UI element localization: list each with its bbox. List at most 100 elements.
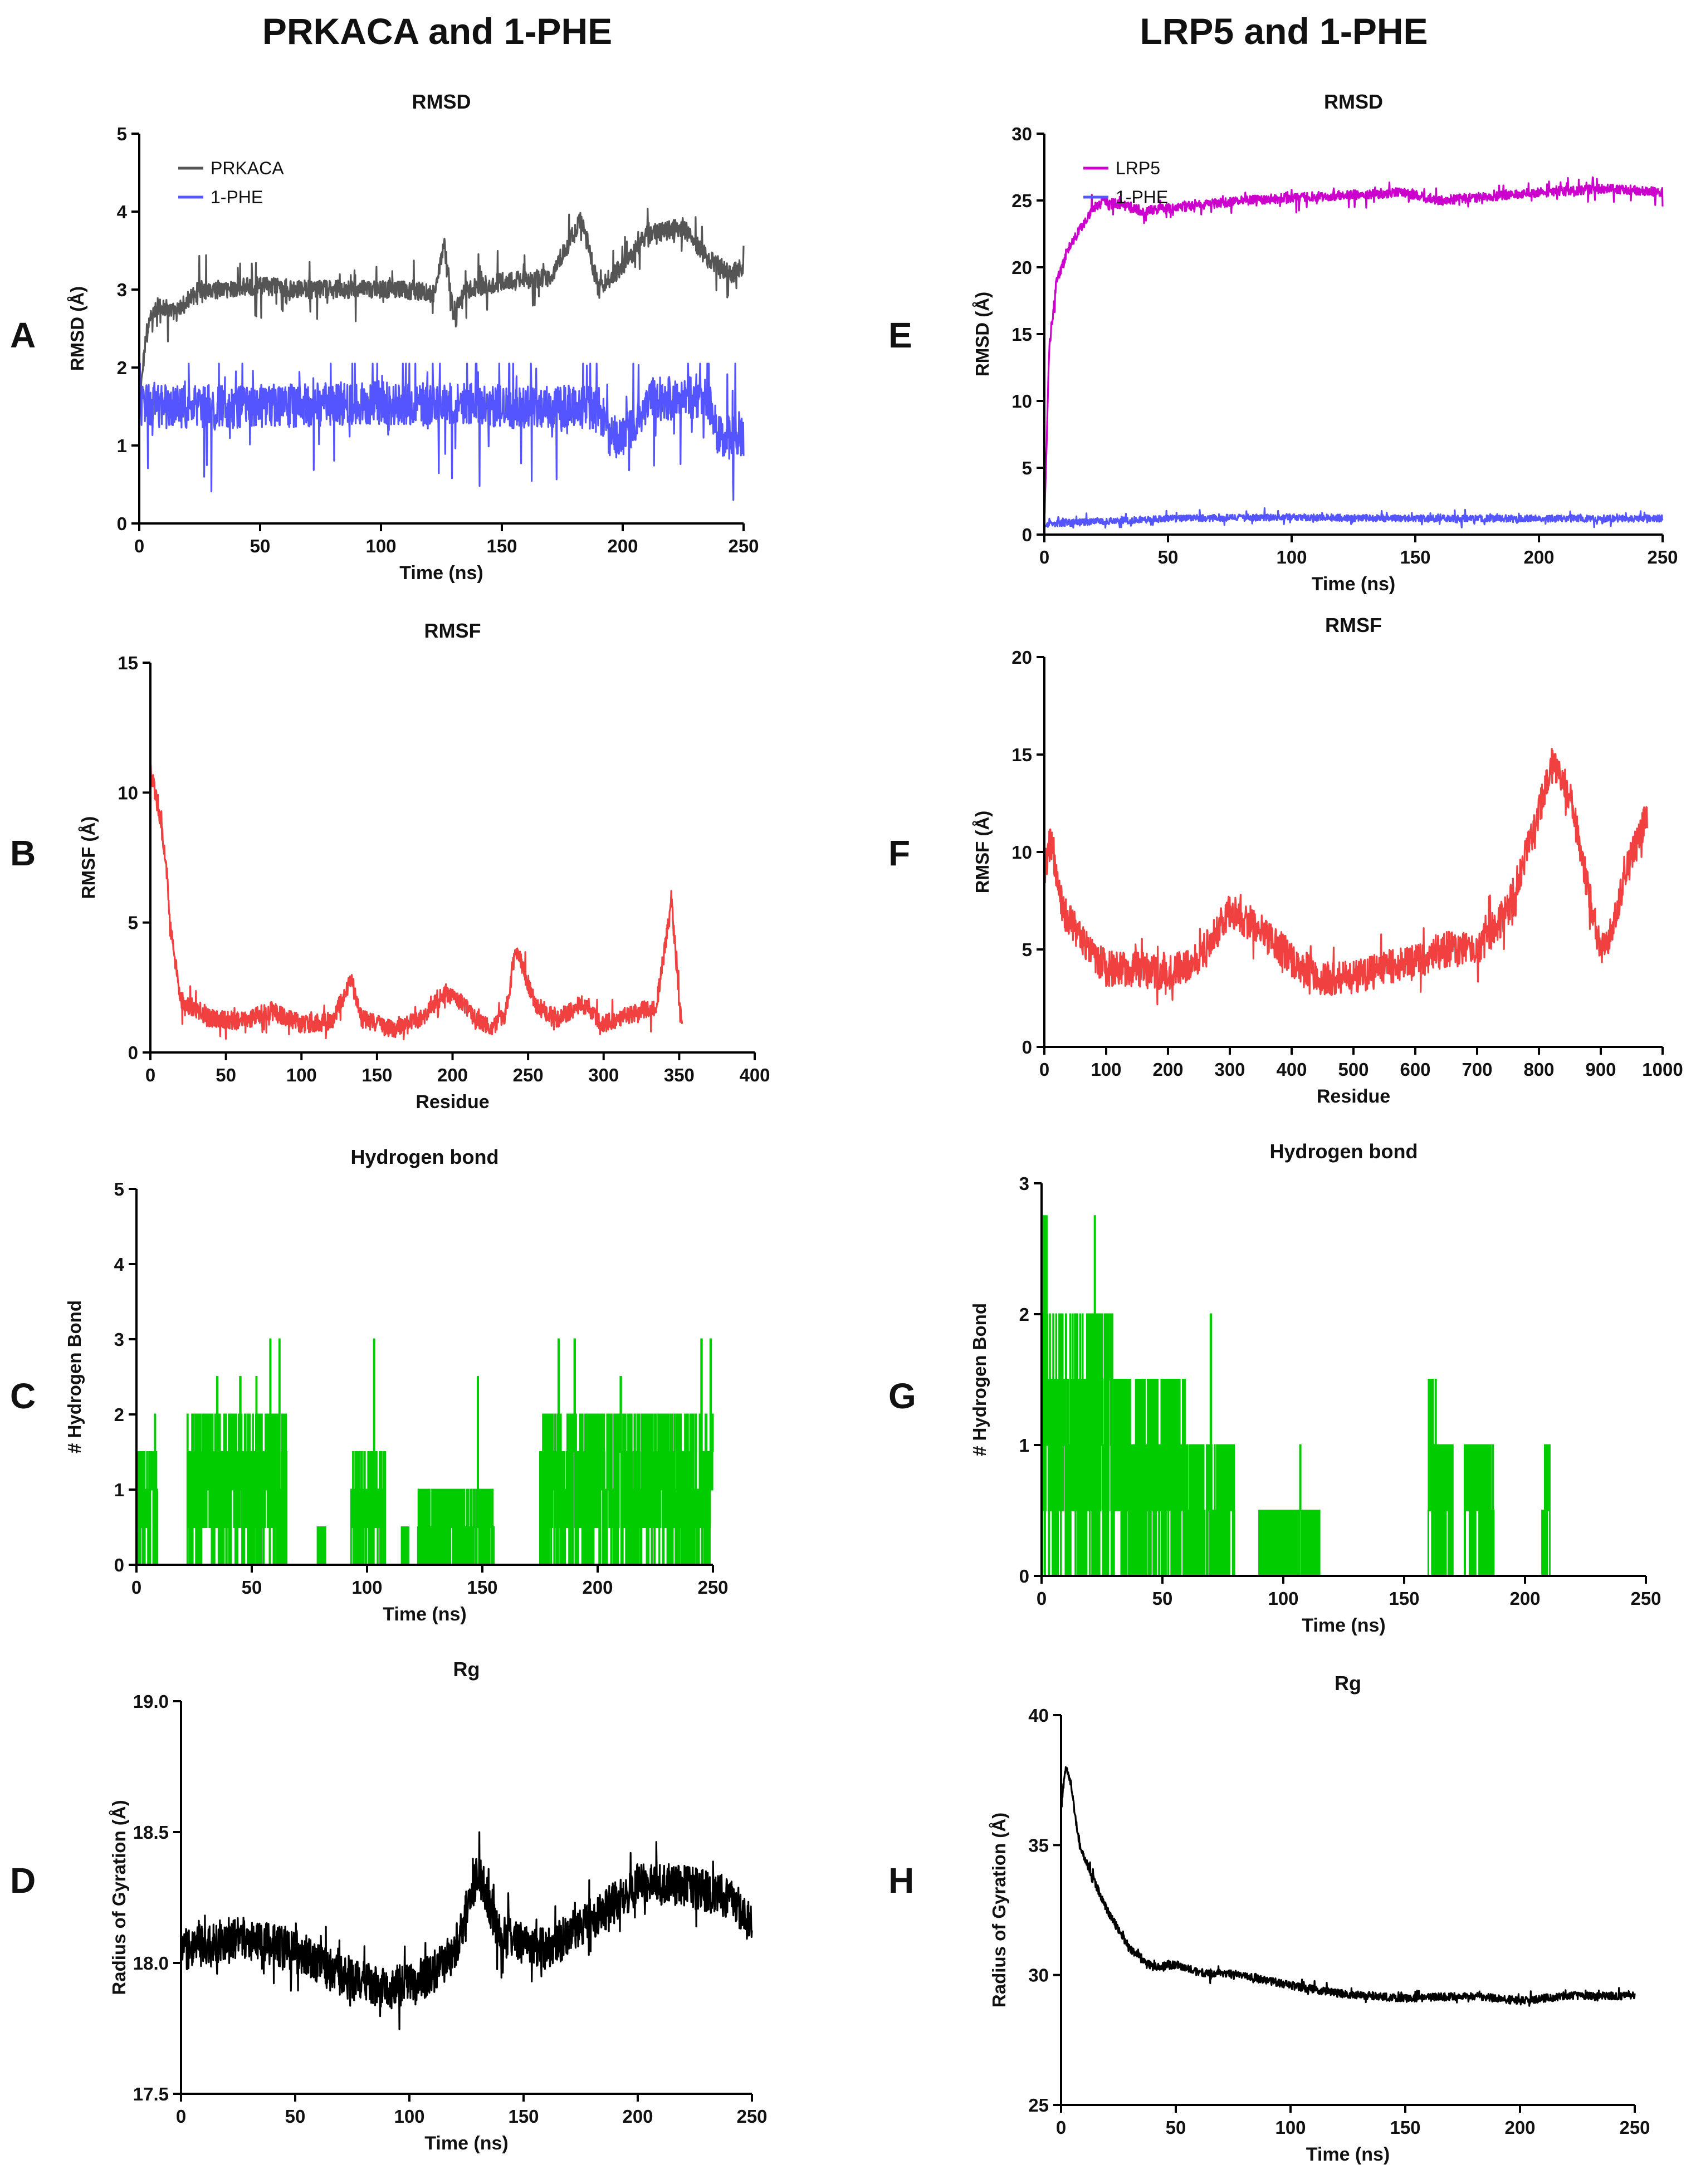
y-tick-label: 3: [114, 1329, 124, 1350]
y-tick-label: 18.0: [133, 1953, 169, 1974]
chart-a: RMSD 0 50 100 150 200 250 0 1 2 3 4 5 Time (ns) RMSD (…: [67, 90, 759, 584]
chart-f: RMSF 0 100 200 300 400 500 600 700 800 900 1000 0 5 10…: [972, 614, 1683, 1107]
x-tick-label: 900: [1585, 1059, 1616, 1080]
x-tick-label: 150: [1390, 2117, 1420, 2138]
y-tick-label: 2: [114, 1404, 124, 1425]
x-tick-label: 0: [134, 536, 144, 556]
x-tick-label: 0: [131, 1577, 141, 1598]
y-axis-label: RMSD (Å): [972, 292, 993, 376]
x-tick-label: 100: [1268, 1588, 1298, 1609]
x-tick-label: 150: [467, 1577, 497, 1598]
y-tick-label: 0: [128, 1042, 138, 1063]
chart-title: Hydrogen bond: [1270, 1140, 1418, 1163]
series-line-rmsf: [1043, 748, 1648, 1006]
x-tick-label: 200: [1509, 1588, 1540, 1609]
right-column-title: LRP5 and 1-PHE: [1140, 11, 1428, 52]
series-hbond: [136, 1338, 714, 1566]
x-tick-label: 50: [1166, 2117, 1186, 2138]
y-axis-label: # Hydrogen Bond: [64, 1300, 85, 1453]
x-tick-label: 50: [250, 536, 271, 556]
panel-letter-f: F: [888, 833, 911, 873]
x-tick-label: 600: [1400, 1059, 1430, 1080]
x-tick-label: 250: [736, 2106, 767, 2127]
x-tick-label: 500: [1338, 1059, 1369, 1080]
chart-title: RMSD: [1324, 90, 1383, 113]
series-line-1-phe: [138, 363, 745, 501]
x-tick-label: 250: [1647, 547, 1678, 567]
y-tick-label: 1: [114, 1480, 124, 1500]
y-tick-label: 40: [1028, 1705, 1049, 1726]
y-tick-label: 0: [1019, 1566, 1029, 1586]
x-tick-label: 250: [1619, 2117, 1650, 2138]
panel-letter-b: B: [10, 833, 36, 873]
y-tick-label: 15: [1011, 324, 1032, 345]
x-tick-label: 200: [607, 536, 638, 556]
x-axis-label: Time (ns): [1306, 2144, 1390, 2165]
x-tick-label: 200: [1152, 1059, 1183, 1080]
y-axis-label: Radius of Gyration (Å): [109, 1800, 129, 1995]
y-tick-label: 5: [114, 1179, 124, 1199]
x-axis-label: Time (ns): [1302, 1615, 1386, 1636]
y-tick-label: 2: [1019, 1304, 1029, 1325]
y-axis-label: # Hydrogen Bond: [969, 1303, 990, 1456]
y-tick-label: 5: [1022, 458, 1032, 478]
x-tick-label: 400: [739, 1065, 770, 1085]
y-tick-label: 25: [1028, 2095, 1049, 2116]
x-tick-label: 250: [513, 1065, 544, 1085]
series-line-rg: [180, 1831, 753, 2030]
x-tick-label: 1000: [1642, 1059, 1683, 1080]
panel-letter-a: A: [10, 315, 36, 355]
x-tick-label: 0: [145, 1065, 155, 1085]
x-tick-label: 150: [1389, 1588, 1419, 1609]
x-tick-label: 50: [1152, 1588, 1173, 1609]
x-tick-label: 250: [1630, 1588, 1661, 1609]
y-axis-label: RMSF (Å): [972, 811, 993, 893]
y-tick-label: 15: [1011, 745, 1032, 765]
x-tick-label: 100: [365, 536, 396, 556]
y-tick-label: 30: [1028, 1965, 1049, 1986]
x-tick-label: 700: [1462, 1059, 1492, 1080]
x-tick-label: 150: [486, 536, 517, 556]
series-line-lrp5: [1043, 176, 1664, 519]
chart-g: Hydrogen bond 0 50 100 150 200 250 0 1 2 3 Time (ns…: [969, 1140, 1661, 1636]
y-axis-label: RMSD (Å): [67, 286, 87, 371]
legend-label: 1-PHE: [211, 187, 263, 207]
x-tick-label: 100: [1091, 1059, 1121, 1080]
panel-letter-h: H: [888, 1860, 915, 1901]
x-tick-label: 200: [437, 1065, 468, 1085]
x-tick-label: 300: [1214, 1059, 1245, 1080]
x-axis-label: Residue: [416, 1091, 489, 1113]
x-tick-label: 200: [622, 2106, 653, 2127]
y-tick-label: 0: [114, 1555, 124, 1575]
x-tick-label: 300: [588, 1065, 619, 1085]
y-tick-label: 0: [117, 513, 127, 534]
y-tick-label: 0: [1022, 525, 1032, 545]
chart-title: RMSD: [412, 90, 471, 113]
x-tick-label: 200: [1504, 2117, 1535, 2138]
y-tick-label: 10: [1011, 391, 1032, 412]
y-tick-label: 35: [1028, 1835, 1049, 1855]
x-tick-label: 50: [242, 1577, 262, 1598]
chart-title: RMSF: [424, 619, 481, 642]
x-tick-label: 0: [1039, 1059, 1049, 1080]
y-tick-label: 5: [128, 913, 138, 933]
x-axis-label: Time (ns): [399, 562, 483, 584]
chart-h: Rg 0 50 100 150 200 250 25 30 35 40 Time (ns) Radius…: [989, 1672, 1650, 2165]
chart-d: Rg 0 50 100 150 200 250 17.5 18.0 18.5 19.0 Time (n…: [109, 1658, 768, 2154]
x-tick-label: 100: [1275, 2117, 1306, 2138]
y-tick-label: 3: [117, 280, 127, 300]
x-tick-label: 200: [1523, 547, 1554, 567]
y-tick-label: 1: [1019, 1435, 1029, 1456]
y-tick-label: 20: [1011, 257, 1032, 278]
y-tick-label: 25: [1011, 190, 1032, 211]
x-tick-label: 50: [285, 2106, 306, 2127]
panel-letter-d: D: [10, 1860, 36, 1901]
x-tick-label: 200: [582, 1577, 613, 1598]
y-tick-label: 10: [118, 782, 138, 803]
x-tick-label: 800: [1523, 1059, 1554, 1080]
chart-title: Rg: [453, 1658, 480, 1681]
series-hbond: [1041, 1215, 1646, 1577]
y-tick-label: 4: [114, 1254, 125, 1275]
chart-c: Hydrogen bond 0 50 100 150 200 250 0 1 2 3 4 5 Time (…: [64, 1145, 729, 1625]
